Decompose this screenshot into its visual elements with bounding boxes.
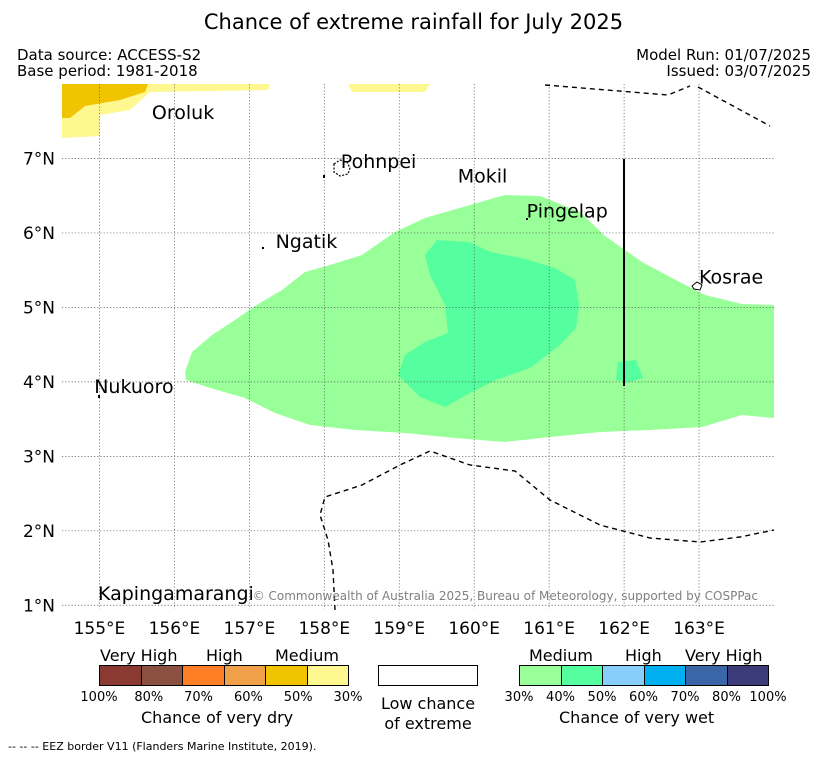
legend-percent-label: 100% bbox=[749, 690, 787, 705]
longitude-tick-label: 161°E bbox=[523, 619, 575, 639]
data-source-label: Data source: ACCESS-S2 bbox=[17, 46, 202, 64]
place-label: Oroluk bbox=[152, 102, 214, 124]
nukuoro-mark bbox=[98, 395, 100, 398]
kosrae-island bbox=[691, 281, 703, 291]
dry-high-region bbox=[62, 84, 148, 118]
eez-border-north bbox=[544, 84, 691, 96]
legend-percent-label: 70% bbox=[184, 690, 214, 705]
ngatik-mark bbox=[262, 247, 264, 249]
low-chance-line1: Low chance bbox=[380, 694, 476, 713]
legend-color-bin bbox=[685, 665, 728, 686]
legend-color-bin bbox=[560, 665, 603, 686]
issued-label: Issued: 03/07/2025 bbox=[666, 62, 811, 80]
legend-color-bin bbox=[223, 665, 266, 686]
legend-percent-label: 50% bbox=[283, 690, 313, 705]
low-chance-swatch bbox=[378, 665, 478, 686]
longitude-tick-label: 157°E bbox=[224, 619, 276, 639]
latitude-tick-label: 6°N bbox=[23, 224, 55, 244]
model-run-label: Model Run: 01/07/2025 bbox=[636, 46, 811, 64]
legend-percent-label: 50% bbox=[587, 690, 617, 705]
mokil-mark bbox=[526, 218, 528, 220]
wet-40-50-region-2 bbox=[616, 360, 643, 382]
legend-color-bin bbox=[140, 665, 183, 686]
longitude-tick-label: 159°E bbox=[373, 619, 425, 639]
latitude-tick-label: 3°N bbox=[23, 447, 55, 467]
legend-color-bin bbox=[306, 665, 349, 686]
wet-40-50-region bbox=[398, 240, 579, 407]
wet-medium-label: Medium bbox=[529, 646, 593, 665]
low-chance-line2: of extreme bbox=[384, 714, 472, 733]
longitude-tick-label: 158°E bbox=[298, 619, 350, 639]
pohnpei-island bbox=[333, 159, 351, 177]
place-labels: Oroluk Pohnpei Mokil Pingelap Ngatik Kosrae Nu… bbox=[94, 102, 763, 605]
wet-high-label: High bbox=[625, 646, 662, 665]
legend-color-bin bbox=[265, 665, 308, 686]
longitude-tick-label: 156°E bbox=[149, 619, 201, 639]
legend-percent-label: 30% bbox=[504, 690, 534, 705]
longitude-tick-label: 163°E bbox=[673, 619, 725, 639]
ant-atoll-mark bbox=[323, 175, 325, 178]
probability-fields bbox=[62, 84, 774, 442]
legend-percent-label: 40% bbox=[546, 690, 575, 705]
legend-percent-label: 60% bbox=[629, 690, 658, 705]
longitude-tick-labels: 155°E 156°E 157°E 158°E 159°E 160°E 161°E 162°E… bbox=[74, 619, 725, 639]
longitude-tick-label: 155°E bbox=[74, 619, 126, 639]
place-label: Mokil bbox=[458, 165, 508, 187]
copyright-notice: © Commonwealth of Australia 2025, Bureau… bbox=[252, 589, 758, 603]
latitude-tick-label: 7°N bbox=[23, 149, 55, 169]
base-period-label: Base period: 1981-2018 bbox=[17, 62, 198, 80]
latitude-tick-label: 1°N bbox=[23, 596, 55, 616]
latitude-tick-label: 2°N bbox=[23, 522, 55, 542]
eez-border-northeast bbox=[697, 86, 771, 127]
legend-percent-label: 80% bbox=[134, 690, 164, 705]
place-label: Pohnpei bbox=[341, 151, 417, 173]
wet-very-high-label: Very High bbox=[685, 646, 763, 665]
eez-border-south bbox=[319, 450, 775, 611]
dry-caption: Chance of very dry bbox=[141, 708, 294, 727]
legend-color-bin bbox=[182, 665, 225, 686]
eez-borders bbox=[319, 84, 775, 611]
legend-color-bin bbox=[99, 665, 142, 686]
longitude-tick-label: 160°E bbox=[448, 619, 500, 639]
legend-percent-label: 70% bbox=[670, 690, 700, 705]
dry-very-high-label: Very High bbox=[100, 646, 178, 665]
latitude-tick-labels: 7°N 6°N 5°N 4°N 3°N 2°N 1°N bbox=[23, 149, 55, 616]
legend-color-bin bbox=[519, 665, 562, 686]
wet-caption: Chance of very wet bbox=[559, 708, 715, 727]
dry-high-label: High bbox=[206, 646, 243, 665]
latitude-tick-label: 4°N bbox=[23, 373, 55, 393]
place-label: Kosrae bbox=[699, 267, 763, 289]
map-title: Chance of extreme rainfall for July 2025 bbox=[203, 10, 624, 34]
eez-footnote: -- -- -- EEZ border V11 (Flanders Marine… bbox=[8, 740, 317, 753]
legend-percent-label: 80% bbox=[712, 690, 741, 705]
place-label: Nukuoro bbox=[94, 376, 173, 398]
dry-medium-region-2 bbox=[348, 84, 430, 92]
legend-color-bin bbox=[643, 665, 686, 686]
legend-percent-label: 30% bbox=[333, 690, 363, 705]
legend-color-bin bbox=[602, 665, 645, 686]
legend-percent-label: 60% bbox=[233, 690, 263, 705]
legend-percent-label: 100% bbox=[80, 690, 118, 705]
legend-color-bin bbox=[726, 665, 769, 686]
latitude-tick-label: 5°N bbox=[23, 298, 55, 318]
place-label: Ngatik bbox=[276, 231, 338, 253]
place-label: Pingelap bbox=[527, 200, 608, 222]
dry-medium-label: Medium bbox=[275, 646, 339, 665]
place-label: Kapingamarangi bbox=[98, 583, 254, 605]
longitude-tick-label: 162°E bbox=[598, 619, 650, 639]
